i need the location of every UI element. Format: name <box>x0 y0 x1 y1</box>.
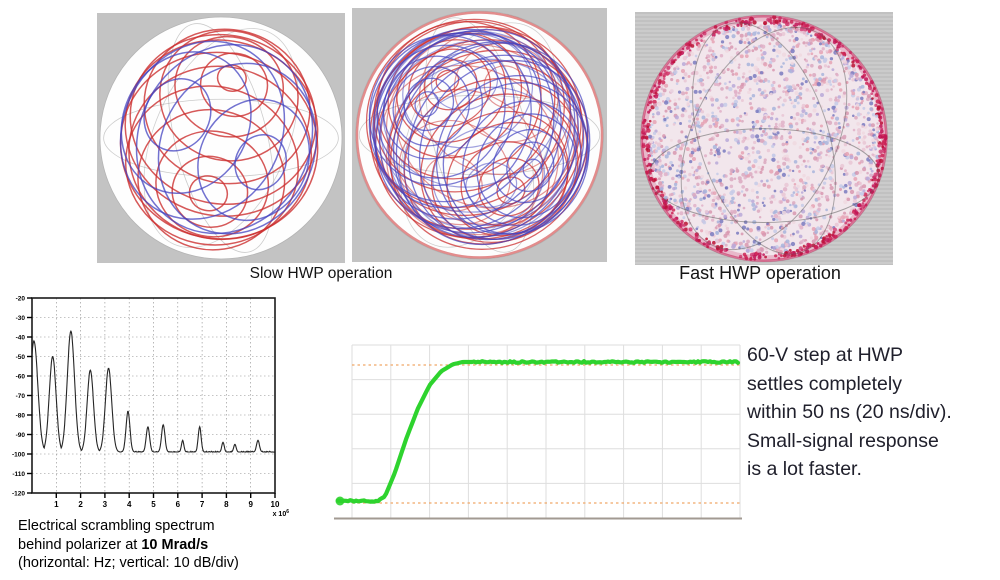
svg-text:8: 8 <box>224 500 229 509</box>
note-line-4: Small-signal response <box>747 429 939 452</box>
sphere-traces <box>355 11 604 259</box>
spectrum-caption: Electrical scrambling spectrum behind po… <box>18 517 318 573</box>
poincare-sphere-panel-fast <box>635 12 893 265</box>
slow-hwp-operation-label: Slow HWP operation <box>249 265 393 282</box>
poincare-sphere-fast-scrambled <box>640 14 888 263</box>
note-line-2: settles completely <box>747 372 902 395</box>
spectrum-curve <box>31 329 275 453</box>
scope-note: 60-V step at HWP settles completely with… <box>747 341 999 484</box>
poincare-sphere-slow-dense <box>355 10 604 260</box>
spectrum-caption-line-3: (horizontal: Hz; vertical: 10 dB/div) <box>18 555 239 571</box>
svg-text:-60: -60 <box>16 373 26 380</box>
svg-text:-70: -70 <box>16 393 26 400</box>
oscilloscope-trace-plot <box>334 344 742 520</box>
svg-text:-80: -80 <box>16 412 26 419</box>
scrambling-spectrum-chart: -20 -30 -40 -50 -60 -70 -80 -90 -100 -110 -120 1 2 3 4… <box>2 294 302 519</box>
spectrum-caption-line-1: Electrical scrambling spectrum <box>18 518 215 534</box>
svg-text:-30: -30 <box>16 315 26 322</box>
poincare-sphere-panel-slow-dense <box>352 8 607 262</box>
svg-text:x 106: x 106 <box>273 509 290 518</box>
poincare-sphere-slow-sparse <box>99 16 343 260</box>
svg-text:-40: -40 <box>16 334 26 341</box>
trace-start-marker <box>335 496 345 506</box>
svg-text:2: 2 <box>78 500 83 509</box>
svg-text:6: 6 <box>176 500 181 509</box>
spectrum-caption-line-2: behind polarizer at 10 Mrad/s <box>18 536 318 555</box>
fast-hwp-operation-label: Fast HWP operation <box>679 263 841 283</box>
sphere-traces <box>103 23 339 253</box>
caption-bold-value: 10 Mrad/s <box>141 536 209 553</box>
sphere-traces <box>640 15 888 262</box>
axis-labels: -20 -30 -40 -50 -60 -70 -80 -90 -100 -110 -120 1 2 3 4… <box>12 295 289 518</box>
svg-text:1: 1 <box>54 500 59 509</box>
svg-text:-110: -110 <box>12 471 25 478</box>
sphere-wireframe <box>648 22 880 255</box>
spectrum-plot: -20 -30 -40 -50 -60 -70 -80 -90 -100 -110 -120 1 2 3 4… <box>12 295 289 518</box>
svg-text:-20: -20 <box>16 295 26 302</box>
step-trace <box>335 359 741 504</box>
caption-text: behind polarizer at <box>18 536 142 553</box>
note-line-3: within 50 ns (20 ns/div). <box>747 401 952 423</box>
grid-lines <box>32 298 275 493</box>
svg-text:4: 4 <box>127 500 132 509</box>
oscilloscope-step-response-chart <box>330 335 750 525</box>
svg-text:3: 3 <box>103 500 108 509</box>
svg-text:-90: -90 <box>16 432 26 439</box>
svg-text:-50: -50 <box>16 354 26 361</box>
note-line-1: 60-V step at HWP <box>747 344 904 366</box>
poincare-sphere-panel-slow-sparse <box>97 13 345 263</box>
svg-text:5: 5 <box>151 500 156 509</box>
svg-text:7: 7 <box>200 500 205 509</box>
svg-text:-120: -120 <box>12 490 25 497</box>
note-line-5: is a lot faster. <box>747 458 862 480</box>
svg-text:-100: -100 <box>12 451 25 458</box>
reference-lines <box>352 364 740 504</box>
svg-text:9: 9 <box>248 500 253 509</box>
svg-text:10: 10 <box>271 500 280 509</box>
